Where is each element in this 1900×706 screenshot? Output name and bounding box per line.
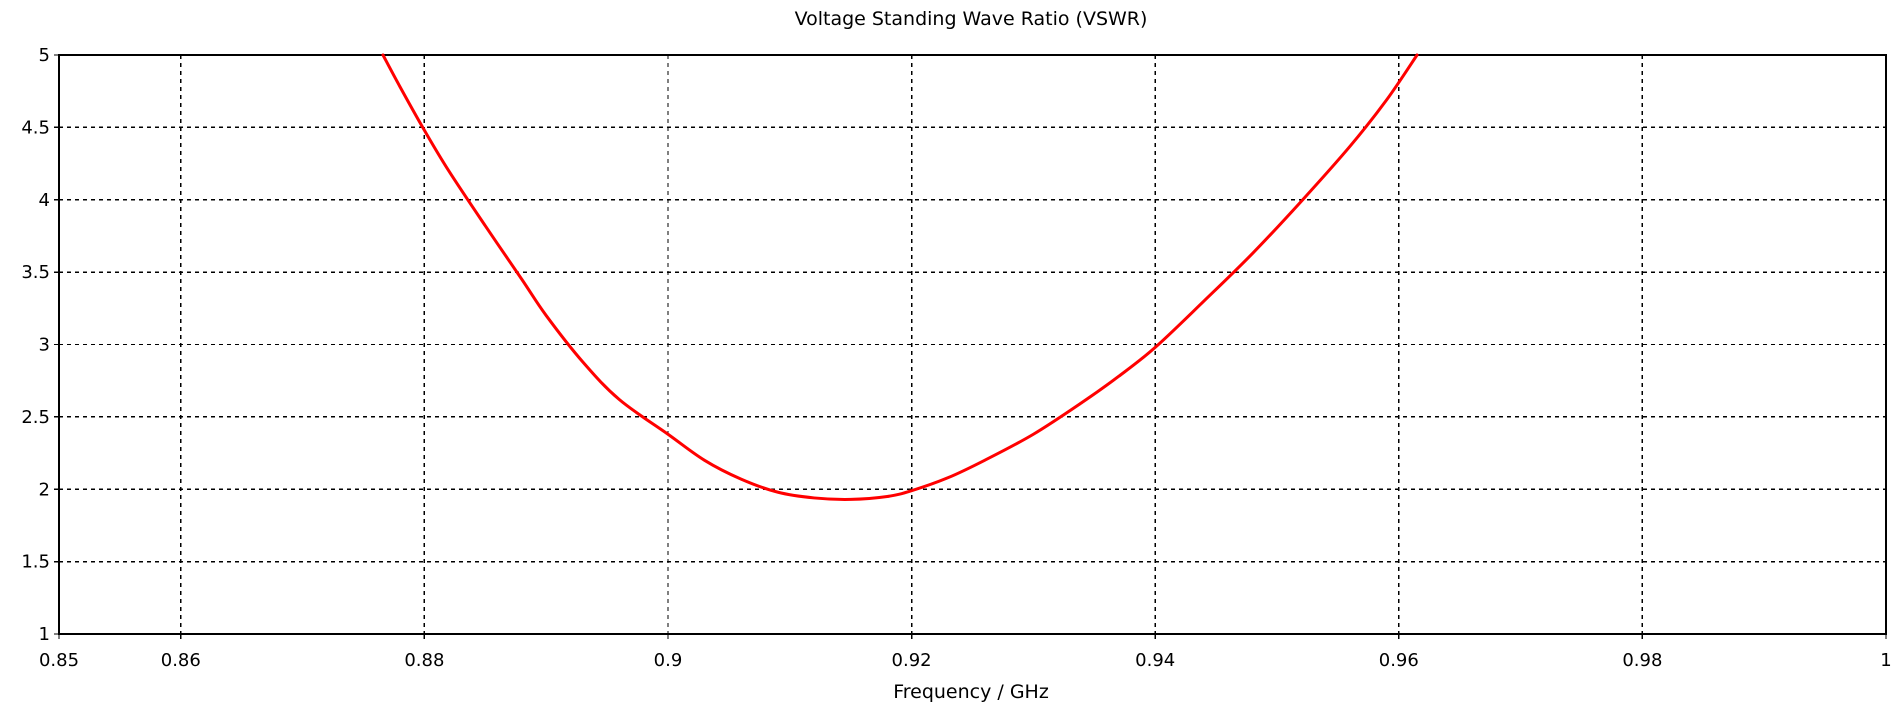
x-tick-label: 0.9 bbox=[654, 650, 683, 671]
grid-lines bbox=[59, 55, 1886, 634]
y-tick-label: 4 bbox=[39, 190, 50, 211]
x-tick-label: 0.86 bbox=[161, 650, 201, 671]
y-tick-label: 1 bbox=[39, 624, 50, 645]
x-tick-label: 1 bbox=[1880, 650, 1891, 671]
x-tick-label: 0.94 bbox=[1135, 650, 1175, 671]
y-tick-label: 3.5 bbox=[21, 262, 50, 283]
x-tick-label: 0.98 bbox=[1622, 650, 1662, 671]
x-tick-label: 0.96 bbox=[1379, 650, 1419, 671]
series-layer bbox=[381, 53, 1419, 501]
x-tick-label: 0.85 bbox=[39, 650, 79, 671]
y-tick-label: 3 bbox=[39, 335, 50, 356]
y-tick-label: 2 bbox=[39, 479, 50, 500]
x-tick-label: 0.92 bbox=[892, 650, 932, 671]
x-axis-label: Frequency / GHz bbox=[893, 681, 1049, 703]
x-tick-label: 0.88 bbox=[404, 650, 444, 671]
chart-title: Voltage Standing Wave Ratio (VSWR) bbox=[795, 8, 1148, 30]
y-tick-label: 5 bbox=[39, 45, 50, 66]
y-tick-label: 2.5 bbox=[21, 407, 50, 428]
axis-ticks: 0.85 0.86 0.88 0.9 0.92 0.94 0.96 0.98 1 1 1.5 2 2.5… bbox=[21, 45, 1891, 671]
y-tick-label: 4.5 bbox=[21, 117, 50, 138]
y-tick-label: 1.5 bbox=[21, 552, 50, 573]
vswr-series-line bbox=[381, 53, 1419, 501]
